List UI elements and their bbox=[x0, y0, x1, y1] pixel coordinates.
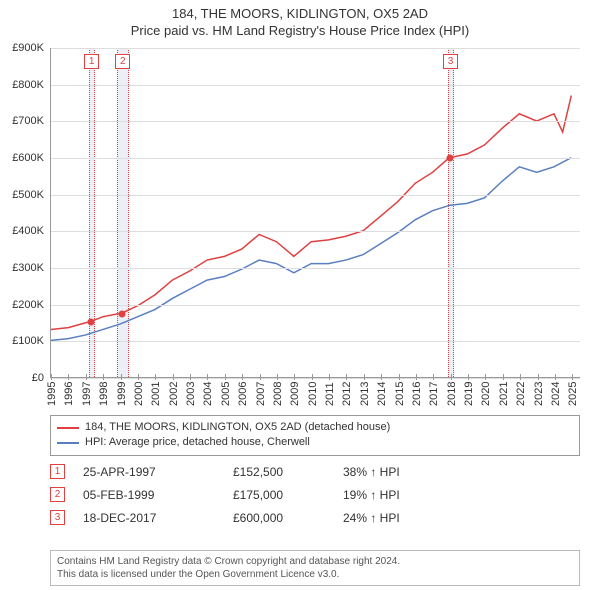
x-axis-label: 2008 bbox=[272, 382, 284, 406]
x-axis-labels: 1995199619971998199920002001200220032004… bbox=[50, 378, 580, 408]
x-axis-label: 2020 bbox=[480, 382, 492, 406]
x-axis-label: 2017 bbox=[428, 382, 440, 406]
y-axis-label: £800K bbox=[12, 79, 44, 91]
sales-table: 1 25-APR-1997£152,50038% ↑ HPI 2 05-FEB-199… bbox=[50, 460, 580, 529]
gridline-h bbox=[51, 268, 580, 269]
title-block: 184, THE MOORS, KIDLINGTON, OX5 2AD Pric… bbox=[0, 0, 600, 40]
x-axis-label: 1998 bbox=[98, 382, 110, 406]
sale-row: 2 05-FEB-1999£175,00019% ↑ HPI bbox=[50, 483, 580, 506]
x-axis-label: 2004 bbox=[202, 382, 214, 406]
x-axis-label: 2012 bbox=[341, 382, 353, 406]
y-axis-label: £900K bbox=[12, 42, 44, 54]
y-axis-label: £500K bbox=[12, 189, 44, 201]
legend: 184, THE MOORS, KIDLINGTON, OX5 2AD (det… bbox=[50, 415, 580, 456]
x-axis-label: 2023 bbox=[533, 382, 545, 406]
sale-price: £175,000 bbox=[233, 488, 343, 502]
footer-line-2: This data is licensed under the Open Gov… bbox=[57, 568, 573, 581]
x-axis-label: 2019 bbox=[463, 382, 475, 406]
x-axis-label: 2015 bbox=[394, 382, 406, 406]
series-property bbox=[51, 96, 571, 330]
gridline-h bbox=[51, 305, 580, 306]
x-axis-label: 2022 bbox=[515, 382, 527, 406]
chart-area: 123 199519961997199819992000200120022003… bbox=[50, 48, 580, 408]
sale-row: 1 25-APR-1997£152,50038% ↑ HPI bbox=[50, 460, 580, 483]
footer-line-1: Contains HM Land Registry data © Crown c… bbox=[57, 555, 573, 568]
sale-date: 18-DEC-2017 bbox=[83, 511, 233, 525]
y-axis-label: £0 bbox=[32, 372, 44, 384]
title-line-2: Price paid vs. HM Land Registry's House … bbox=[0, 23, 600, 40]
sale-row: 3 18-DEC-2017£600,00024% ↑ HPI bbox=[50, 506, 580, 529]
legend-label: HPI: Average price, detached house, Cher… bbox=[85, 435, 310, 450]
x-axis-label: 2011 bbox=[324, 382, 336, 406]
x-axis-label: 2007 bbox=[255, 382, 267, 406]
x-axis-label: 2014 bbox=[376, 382, 388, 406]
x-axis-label: 2002 bbox=[168, 382, 180, 406]
gridline-h bbox=[51, 341, 580, 342]
sale-date: 25-APR-1997 bbox=[83, 465, 233, 479]
plot-region: 1 2 3 bbox=[50, 48, 580, 378]
legend-label: 184, THE MOORS, KIDLINGTON, OX5 2AD (det… bbox=[85, 420, 390, 435]
sale-date: 05-FEB-1999 bbox=[83, 488, 233, 502]
series-hpi bbox=[51, 158, 571, 341]
y-axis-label: £400K bbox=[12, 225, 44, 237]
x-axis-label: 1995 bbox=[46, 382, 58, 406]
event-marker: 3 bbox=[443, 54, 458, 69]
sale-price: £152,500 bbox=[233, 465, 343, 479]
y-axis-label: £200K bbox=[12, 299, 44, 311]
gridline-h bbox=[51, 121, 580, 122]
legend-row: HPI: Average price, detached house, Cher… bbox=[57, 435, 573, 450]
x-axis-label: 2024 bbox=[550, 382, 562, 406]
event-point bbox=[88, 319, 95, 326]
y-axis-label: £700K bbox=[12, 115, 44, 127]
legend-swatch bbox=[57, 427, 79, 429]
gridline-h bbox=[51, 231, 580, 232]
gridline-h bbox=[51, 48, 580, 49]
sale-marker: 2 bbox=[50, 487, 65, 502]
sale-diff: 38% ↑ HPI bbox=[343, 465, 580, 479]
title-line-1: 184, THE MOORS, KIDLINGTON, OX5 2AD bbox=[0, 6, 600, 23]
event-point bbox=[119, 310, 126, 317]
event-marker: 2 bbox=[115, 54, 130, 69]
chart-container: 184, THE MOORS, KIDLINGTON, OX5 2AD Pric… bbox=[0, 0, 600, 590]
sale-marker: 3 bbox=[50, 510, 65, 525]
legend-row: 184, THE MOORS, KIDLINGTON, OX5 2AD (det… bbox=[57, 420, 573, 435]
x-axis-label: 2016 bbox=[411, 382, 423, 406]
x-axis-label: 2006 bbox=[237, 382, 249, 406]
event-marker: 1 bbox=[84, 54, 99, 69]
y-axis-label: £600K bbox=[12, 152, 44, 164]
x-axis-label: 2003 bbox=[185, 382, 197, 406]
x-axis-label: 2000 bbox=[133, 382, 145, 406]
gridline-h bbox=[51, 158, 580, 159]
x-axis-label: 2001 bbox=[150, 382, 162, 406]
x-axis-label: 2010 bbox=[307, 382, 319, 406]
y-axis-label: £100K bbox=[12, 335, 44, 347]
sale-diff: 19% ↑ HPI bbox=[343, 488, 580, 502]
x-axis-label: 2013 bbox=[359, 382, 371, 406]
line-svg bbox=[51, 48, 580, 377]
x-axis-label: 2005 bbox=[220, 382, 232, 406]
event-point bbox=[446, 155, 453, 162]
sale-diff: 24% ↑ HPI bbox=[343, 511, 580, 525]
sale-price: £600,000 bbox=[233, 511, 343, 525]
x-axis-label: 1999 bbox=[116, 382, 128, 406]
x-axis-label: 1996 bbox=[63, 382, 75, 406]
x-axis-label: 2018 bbox=[446, 382, 458, 406]
gridline-h bbox=[51, 195, 580, 196]
x-axis-label: 1997 bbox=[81, 382, 93, 406]
y-axis-label: £300K bbox=[12, 262, 44, 274]
footer-attribution: Contains HM Land Registry data © Crown c… bbox=[50, 550, 580, 586]
x-axis-label: 2009 bbox=[289, 382, 301, 406]
legend-swatch bbox=[57, 442, 79, 444]
x-axis-label: 2021 bbox=[498, 382, 510, 406]
x-axis-label: 2025 bbox=[567, 382, 579, 406]
gridline-h bbox=[51, 85, 580, 86]
sale-marker: 1 bbox=[50, 464, 65, 479]
